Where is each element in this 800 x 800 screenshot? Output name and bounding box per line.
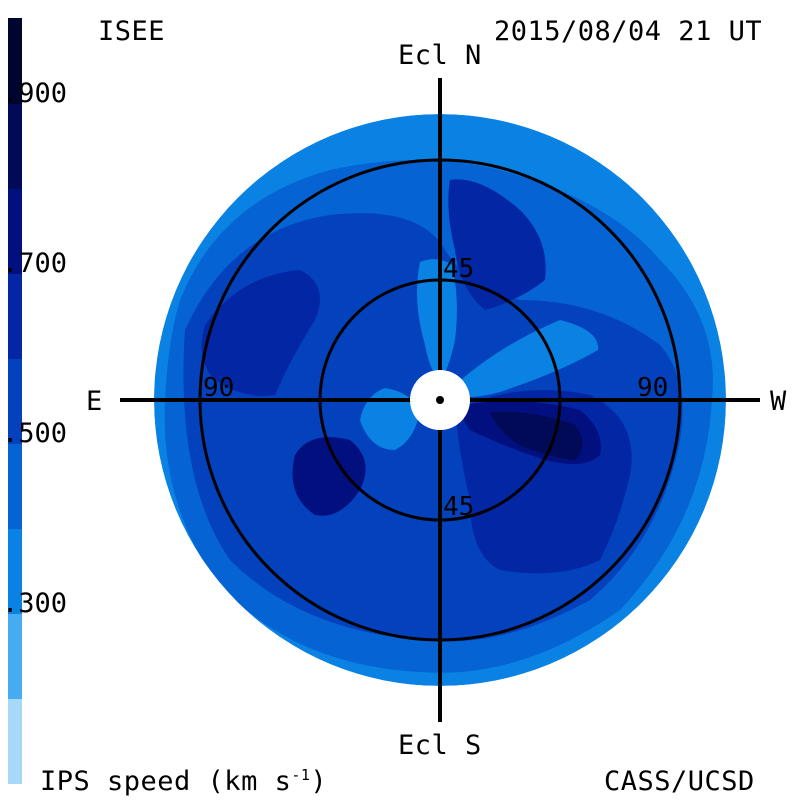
colorbar-segment [8, 18, 22, 104]
colorbar-segment [8, 528, 22, 615]
org-label: ISEE [98, 16, 166, 47]
quantity-text: IPS speed (km s [40, 766, 292, 797]
upper-dark-lobe [201, 270, 320, 396]
ring-label-south-45: 45 [443, 492, 474, 522]
speed-colorbar [8, 18, 22, 785]
colorbar-segment [8, 188, 22, 274]
ring-label-east-90: 90 [203, 373, 234, 403]
ecliptic-south-label: Ecl S [398, 730, 482, 761]
colorbar-tick-700: .700 [2, 248, 68, 279]
west-label: W [770, 386, 787, 417]
core-darkest-region [490, 411, 583, 460]
datetime-label: 2015/08/04 21 UT [494, 16, 763, 47]
colorbar-segment [8, 613, 22, 700]
colorbar-segment [8, 358, 22, 445]
colorbar-tick-300: .300 [2, 588, 68, 619]
colorbar-segment [8, 103, 22, 189]
quantity-close: ) [310, 766, 328, 797]
colorbar-tick-900: .900 [2, 78, 68, 109]
colorbar-segment [8, 698, 22, 785]
quantity-exponent: -1 [291, 766, 311, 784]
colorbar-segment [8, 273, 22, 359]
colorbar-tick-500: .500 [2, 418, 68, 449]
upper-right-dark-lobe [448, 179, 546, 310]
ecliptic-north-label: Ecl N [398, 40, 482, 71]
lower-left-dark-lobe [292, 437, 366, 516]
colorbar-segment [8, 443, 22, 530]
east-label: E [86, 386, 103, 417]
quantity-label: IPS speed (km s-1) [40, 766, 328, 797]
light-spoke-southwest [360, 388, 420, 450]
sun-center-dot [436, 396, 444, 404]
ring-label-west-90: 90 [637, 373, 668, 403]
ring-label-north-45: 45 [443, 254, 474, 284]
light-spoke-east [455, 320, 599, 397]
light-spoke-north [416, 259, 457, 380]
credit-label: CASS/UCSD [604, 766, 755, 797]
